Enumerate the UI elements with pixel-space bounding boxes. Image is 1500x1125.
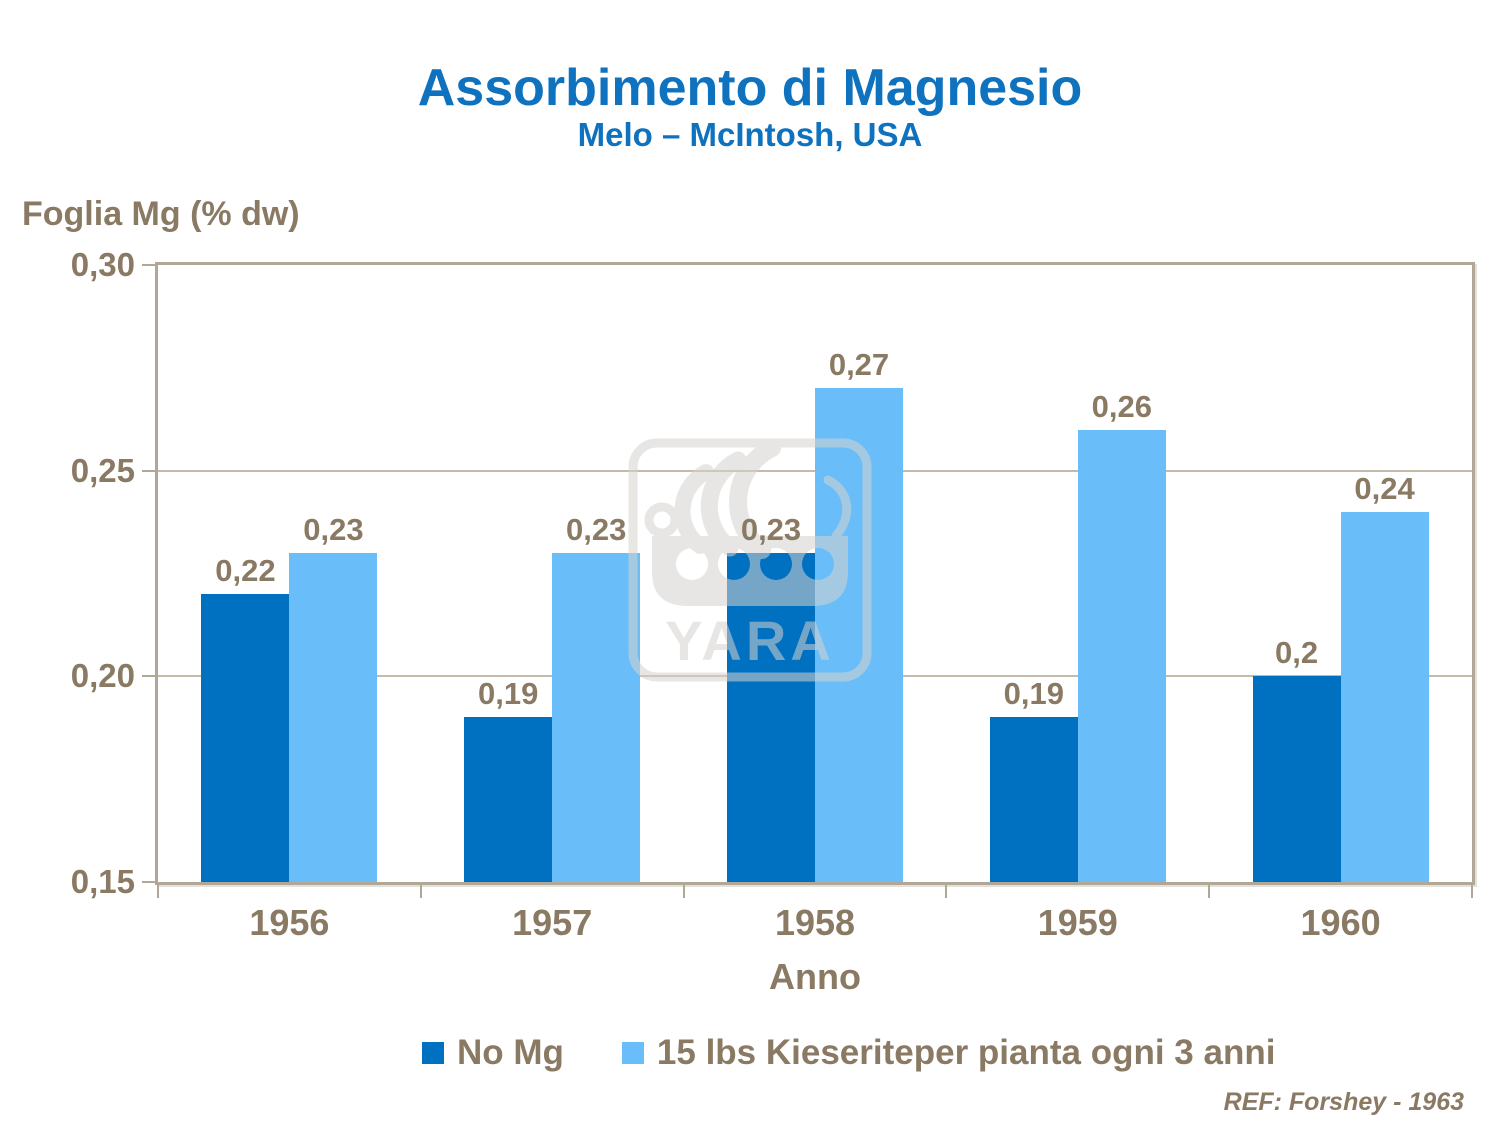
- x-axis-tick-5: [1471, 885, 1473, 898]
- bar-value-label-kieserite-1960: 0,24: [1354, 470, 1415, 506]
- bar-kieserite-1957: [552, 552, 641, 882]
- bar-value-label-kieserite-1956: 0,23: [303, 511, 364, 547]
- legend-item-kieserite: 15 lbs Kieseriteper pianta ogni 3 anni: [621, 1033, 1276, 1073]
- y-axis-tick-0,20: [142, 675, 156, 678]
- legend-label-kieserite: 15 lbs Kieseriteper pianta ogni 3 anni: [656, 1033, 1276, 1072]
- bar-value-label-no-mg-1960: 0,2: [1275, 635, 1319, 671]
- legend-label-no-mg: No Mg: [457, 1033, 564, 1072]
- bar-no-mg-1956: [201, 594, 290, 882]
- bar-value-label-no-mg-1959: 0,19: [1003, 676, 1064, 712]
- y-axis-tick-0,15: [142, 881, 156, 883]
- legend-swatch-kieserite: [621, 1042, 644, 1064]
- chart-legend: No Mg 15 lbs Kieseriteper pianta ogni 3 …: [422, 1033, 1275, 1073]
- bar-kieserite-1959: [1077, 429, 1166, 882]
- x-tick-label-1956: 1956: [249, 902, 330, 943]
- bar-no-mg-1959: [989, 717, 1078, 882]
- bar-value-label-kieserite-1958: 0,27: [828, 347, 890, 383]
- bar-no-mg-1958: [727, 552, 815, 882]
- bar-value-label-kieserite-1959: 0,26: [1091, 388, 1152, 424]
- bar-kieserite-1956: [289, 552, 378, 882]
- bar-kieserite-1958: [815, 388, 903, 882]
- bar-value-label-no-mg-1956: 0,22: [215, 553, 276, 589]
- bar-value-label-no-mg-1958: 0,23: [740, 511, 802, 547]
- bar-no-mg-1957: [464, 717, 553, 882]
- y-axis-tick-0,30: [142, 264, 156, 266]
- plot-area: [155, 262, 1475, 885]
- x-tick-label-1958: 1958: [774, 902, 856, 943]
- y-axis-title: Foglia Mg (% dw): [22, 195, 300, 233]
- legend-swatch-no-mg: [422, 1042, 444, 1064]
- x-tick-label-1957: 1957: [512, 902, 593, 943]
- x-axis-tick-4: [1208, 885, 1211, 898]
- bar-no-mg-1960: [1252, 676, 1341, 882]
- y-tick-label-0,15: 0,15: [70, 863, 135, 900]
- reference-text: REF: Forshey - 1963: [1223, 1088, 1464, 1116]
- x-axis-tick-0: [157, 885, 159, 898]
- x-axis-title: Anno: [769, 956, 861, 997]
- x-axis-tick-2: [682, 885, 685, 898]
- x-axis-tick-1: [419, 885, 422, 898]
- x-tick-label-1959: 1959: [1037, 902, 1118, 943]
- chart-title: Assorbimento di Magnesio: [417, 59, 1083, 117]
- bar-value-label-no-mg-1957: 0,19: [478, 676, 539, 712]
- x-tick-label-1960: 1960: [1300, 902, 1381, 943]
- y-tick-label-0,20: 0,20: [70, 657, 135, 695]
- y-tick-label-0,30: 0,30: [70, 246, 135, 283]
- bar-kieserite-1960: [1340, 511, 1429, 882]
- chart-subtitle: Melo – McIntosh, USA: [577, 116, 923, 153]
- y-tick-label-0,25: 0,25: [70, 451, 135, 489]
- x-axis-tick-3: [945, 885, 948, 898]
- y-axis-tick-0,25: [142, 469, 156, 472]
- legend-item-no-mg: No Mg: [422, 1033, 564, 1073]
- bar-value-label-kieserite-1957: 0,23: [566, 511, 627, 547]
